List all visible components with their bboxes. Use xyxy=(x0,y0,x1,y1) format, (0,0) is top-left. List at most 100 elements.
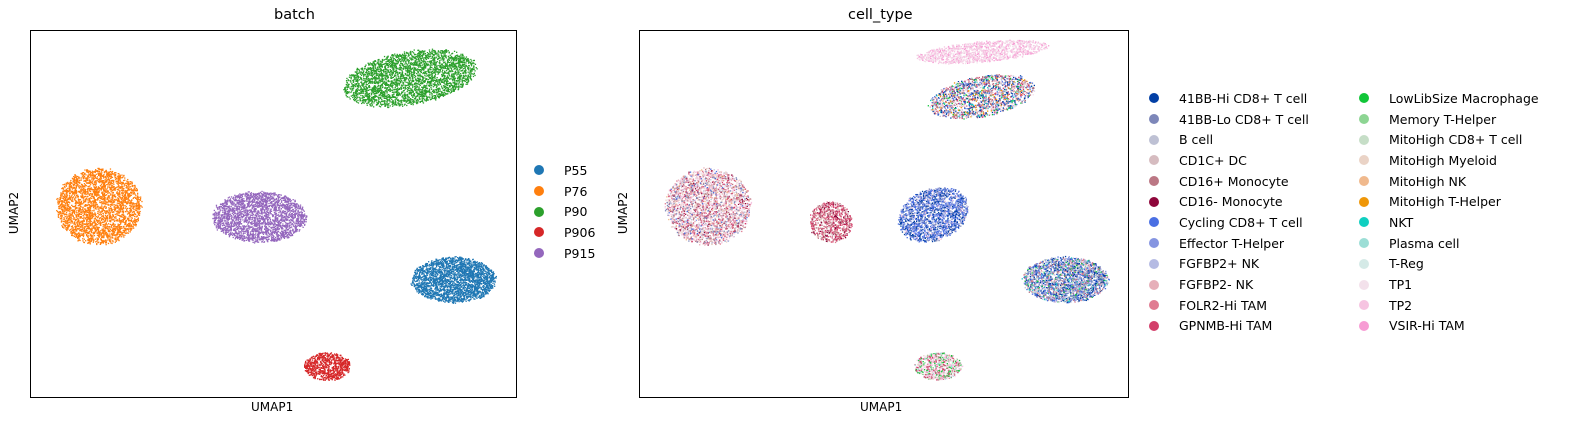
point-p55 xyxy=(470,266,472,268)
point-p55 xyxy=(476,289,479,291)
point-p76 xyxy=(110,182,113,184)
point-p76 xyxy=(101,217,104,220)
point-p76 xyxy=(126,218,129,220)
point-p76 xyxy=(68,219,70,221)
point-p76 xyxy=(115,208,117,210)
point-p76 xyxy=(57,197,59,200)
point-p55 xyxy=(462,269,464,271)
point-p76 xyxy=(101,183,103,185)
point-p76 xyxy=(115,226,117,228)
point-p76 xyxy=(120,215,123,218)
point-p55 xyxy=(471,287,473,289)
point-p55 xyxy=(471,269,473,272)
point-p55 xyxy=(494,280,496,282)
point-p76 xyxy=(99,207,101,209)
point-p76 xyxy=(94,208,96,210)
point-p76 xyxy=(134,188,136,190)
point-p76 xyxy=(128,199,130,201)
point-p55 xyxy=(441,277,444,279)
point-p76 xyxy=(75,206,77,209)
point-p55 xyxy=(483,279,485,282)
point-p55 xyxy=(426,287,428,289)
point-p55 xyxy=(446,271,448,273)
point-p55 xyxy=(433,264,435,266)
point-p55 xyxy=(482,275,484,277)
point-p76 xyxy=(101,207,103,210)
point-p55 xyxy=(476,289,478,291)
point-p55 xyxy=(478,271,480,274)
point-p55 xyxy=(462,281,464,283)
point-p55 xyxy=(454,272,456,274)
point-p55 xyxy=(473,266,475,268)
point-p76 xyxy=(116,204,119,206)
point-p76 xyxy=(89,206,91,208)
point-p55 xyxy=(465,286,467,289)
point-p55 xyxy=(433,269,435,271)
point-p76 xyxy=(82,172,85,174)
point-p55 xyxy=(418,286,420,288)
point-p76 xyxy=(71,197,74,199)
point-p76 xyxy=(114,188,116,190)
point-p55 xyxy=(432,262,435,264)
point-p76 xyxy=(102,226,104,228)
point-p76 xyxy=(61,193,63,196)
point-p55 xyxy=(439,261,442,263)
point-p76 xyxy=(72,199,74,201)
point-p55 xyxy=(453,269,455,271)
point-p55 xyxy=(482,268,484,270)
point-p55 xyxy=(469,270,471,272)
point-p55 xyxy=(473,278,475,281)
point-p76 xyxy=(136,211,138,214)
point-p55 xyxy=(436,259,438,261)
point-p55 xyxy=(445,262,447,264)
point-p76 xyxy=(110,242,112,244)
point-p55 xyxy=(436,262,438,264)
point-p76 xyxy=(64,189,66,191)
point-p55 xyxy=(462,265,464,267)
point-p76 xyxy=(124,199,126,202)
point-p76 xyxy=(120,192,123,194)
point-p55 xyxy=(432,268,434,270)
point-p76 xyxy=(77,183,79,185)
point-p76 xyxy=(80,179,82,181)
point-p76 xyxy=(106,198,109,200)
point-p55 xyxy=(427,289,429,291)
point-p76 xyxy=(75,215,78,217)
point-p76 xyxy=(57,203,59,205)
point-p55 xyxy=(487,288,489,290)
point-p76 xyxy=(95,241,97,243)
point-p76 xyxy=(128,228,130,230)
point-p76 xyxy=(88,173,90,176)
point-p55 xyxy=(466,296,468,298)
point-p55 xyxy=(453,295,455,297)
point-p76 xyxy=(110,216,112,218)
point-p76 xyxy=(79,236,81,238)
point-p55 xyxy=(414,269,416,272)
point-p76 xyxy=(127,232,130,234)
point-p76 xyxy=(135,194,137,197)
point-p76 xyxy=(106,172,109,175)
point-p76 xyxy=(71,214,73,216)
point-p76 xyxy=(135,207,137,209)
point-p55 xyxy=(465,270,467,272)
point-p55 xyxy=(462,258,464,260)
point-p76 xyxy=(103,173,105,176)
point-p76 xyxy=(104,202,106,204)
point-p76 xyxy=(81,234,83,236)
point-p76 xyxy=(122,220,124,222)
point-p55 xyxy=(487,284,489,286)
point-p55 xyxy=(477,272,479,274)
point-p76 xyxy=(72,183,74,185)
point-p55 xyxy=(479,270,481,272)
point-p55 xyxy=(441,295,443,297)
point-p55 xyxy=(488,280,491,282)
point-p55 xyxy=(467,285,469,287)
point-p76 xyxy=(75,214,78,216)
point-p55 xyxy=(485,278,487,280)
point-p55 xyxy=(419,275,421,277)
point-p76 xyxy=(100,239,103,241)
point-p55 xyxy=(439,272,441,274)
point-p76 xyxy=(64,219,66,222)
point-p76 xyxy=(120,181,122,183)
